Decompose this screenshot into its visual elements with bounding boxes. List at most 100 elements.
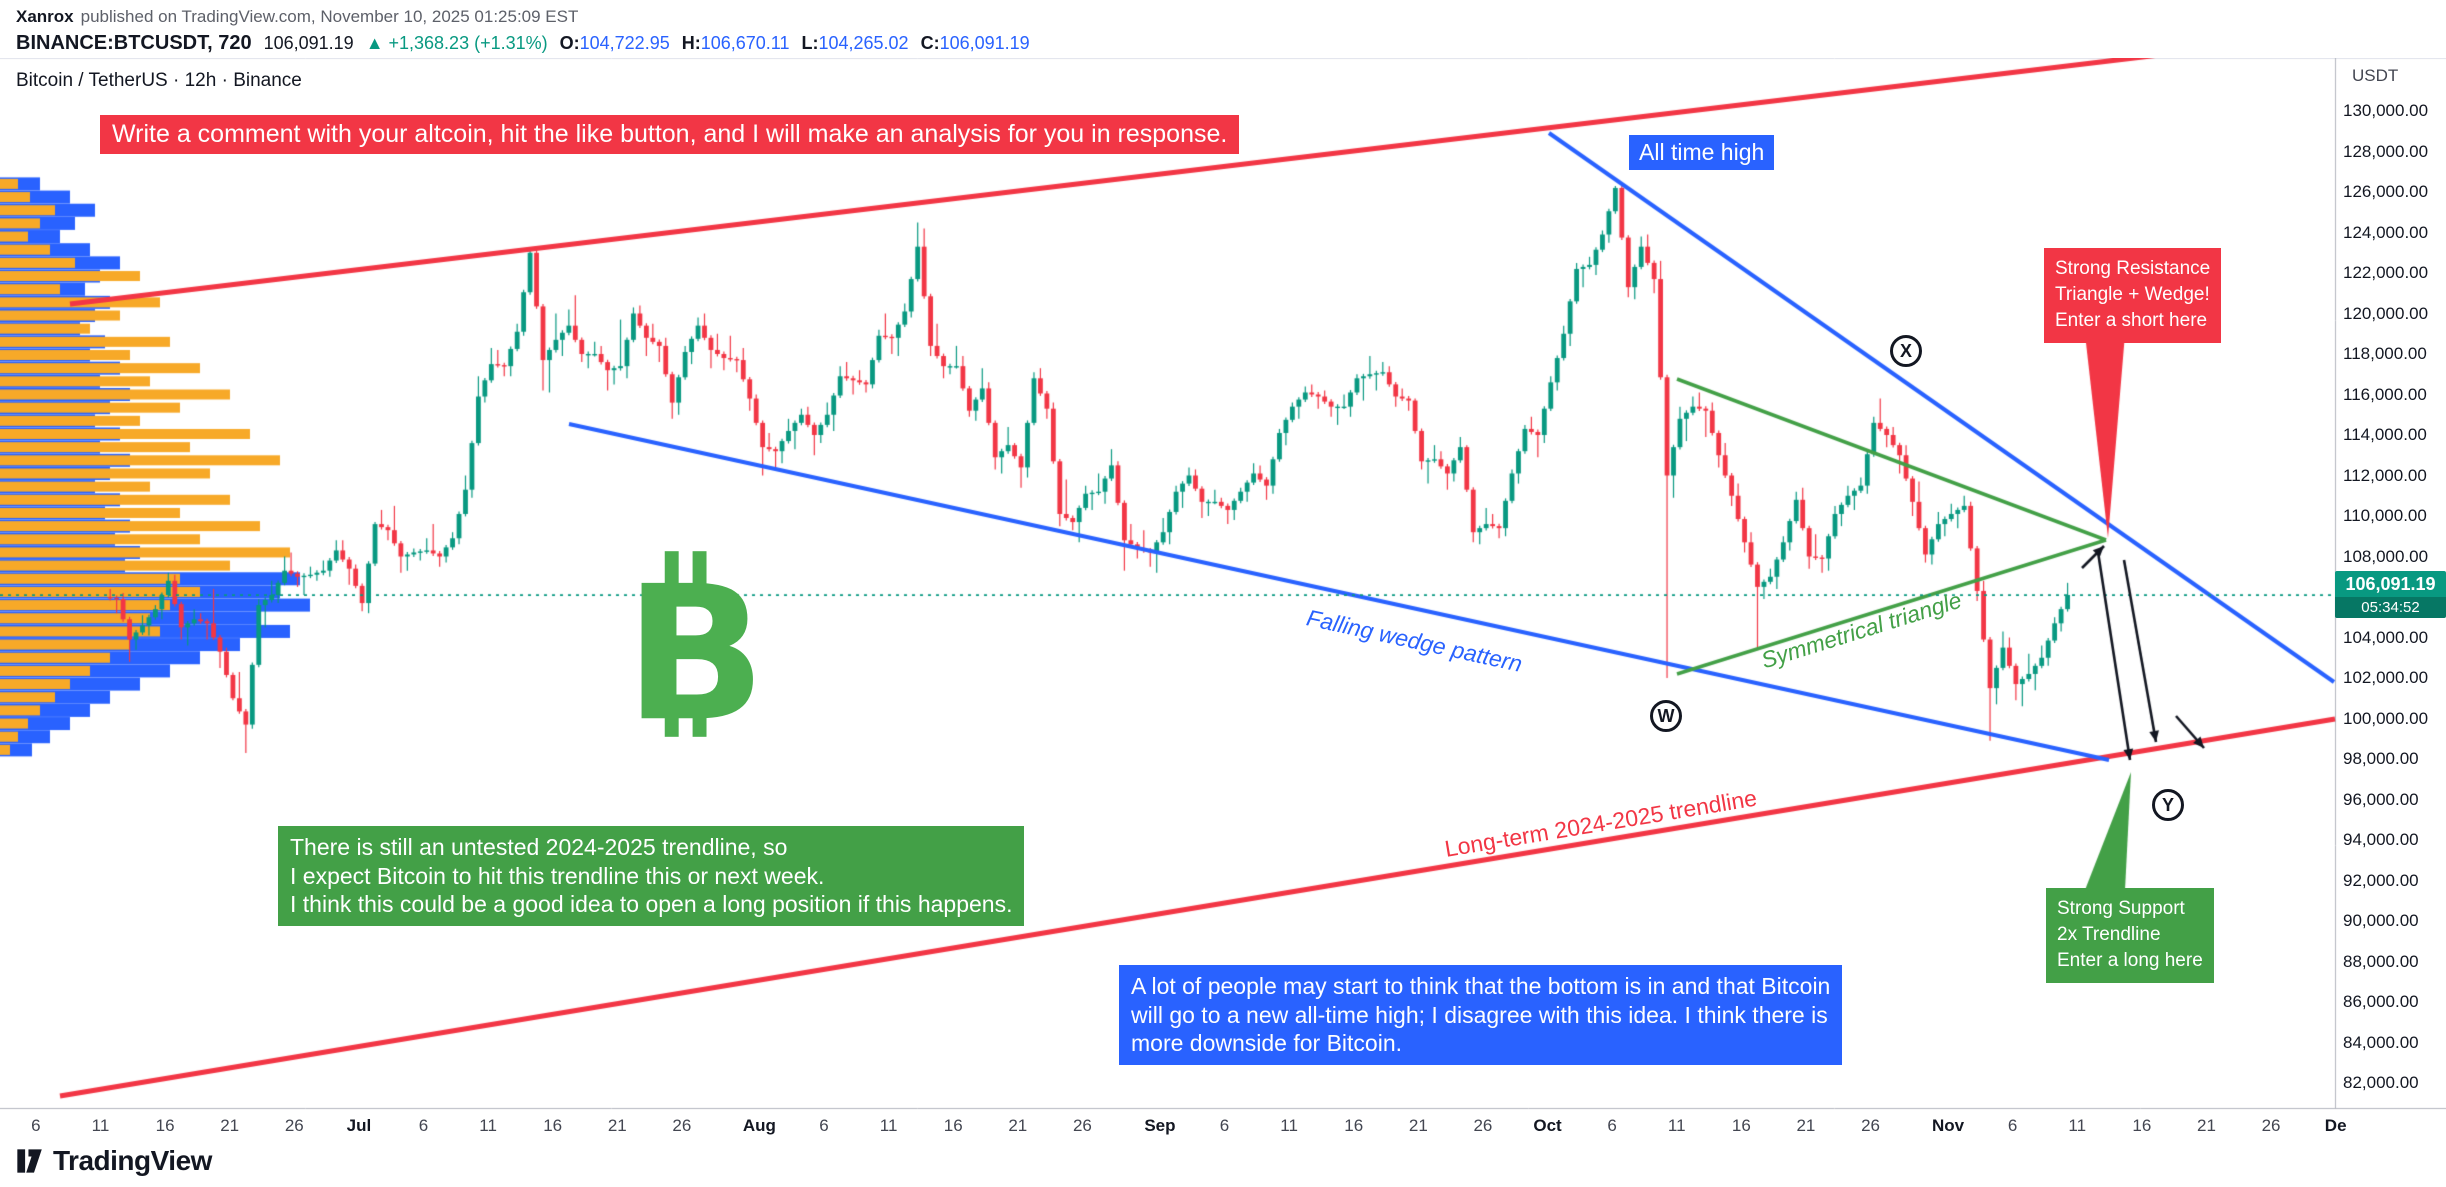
- time-axis-label: 26: [2261, 1116, 2281, 1135]
- support-callout[interactable]: Strong Support 2x Trendline Enter a long…: [2046, 888, 2214, 983]
- time-axis-label: 6: [819, 1116, 829, 1135]
- price-axis-label: 98,000.00: [2343, 749, 2419, 768]
- ohlc-close-label: C:: [920, 33, 940, 53]
- time-axis-label: 6: [2007, 1116, 2018, 1135]
- time-axis-label: 16: [1731, 1116, 1751, 1135]
- trendline-note[interactable]: There is still an untested 2024-2025 tre…: [278, 826, 1025, 926]
- note-line: more downside for Bitcoin.: [1131, 1030, 1403, 1057]
- time-axis-label: 11: [479, 1116, 497, 1135]
- time-axis-label: 21: [607, 1116, 627, 1135]
- time-axis[interactable]: 6 11 16 21 26 Jul 6 11 16 21 26 Aug 6 11 16 21 26 Sep 6 11 1…: [0, 1108, 2446, 1144]
- axis-currency-label: USDT: [2352, 66, 2399, 85]
- time-axis-label: 6: [1219, 1116, 1230, 1135]
- price-axis-label: 90,000.00: [2343, 911, 2419, 930]
- callout-line: Enter a long here: [2057, 950, 2203, 972]
- price-axis-label: 112,000.00: [2343, 465, 2427, 485]
- time-axis-label: 16: [543, 1116, 563, 1135]
- callout-line: Strong Support: [2057, 898, 2185, 919]
- ohlc-open-label: O:: [559, 33, 580, 53]
- callout-line: Strong Resistance: [2055, 258, 2211, 279]
- tradingview-mark-icon: [17, 1149, 42, 1173]
- current-price-badge: 106,091.19 05:34:52: [2335, 571, 2446, 619]
- note-line: I think this could be a good idea to ope…: [290, 891, 1013, 918]
- time-axis-label: Nov: [1931, 1116, 1965, 1135]
- callout-line: Enter a short here: [2055, 310, 2208, 332]
- bitcoin-logo: B: [625, 546, 766, 743]
- badge-countdown: 05:34:52: [2335, 597, 2446, 619]
- wave-label-x[interactable]: X: [1890, 335, 1922, 367]
- publish-info: published on TradingView.com, November 1…: [80, 7, 579, 26]
- attribution-line: Xanrox published on TradingView.com, Nove…: [16, 7, 2446, 27]
- time-axis-label: 26: [1072, 1116, 1092, 1135]
- time-axis-label: 21: [2196, 1116, 2216, 1135]
- badge-price: 106,091.19: [2345, 574, 2436, 595]
- price-axis-label: 100,000.00: [2343, 708, 2429, 728]
- ohlc-close-value: 106,091.19: [939, 33, 1030, 53]
- author-link[interactable]: Xanrox: [16, 7, 74, 26]
- price-axis-label: 92,000.00: [2343, 870, 2419, 890]
- ohlc-low-label: L:: [801, 33, 819, 53]
- symbol-title[interactable]: BINANCE:BTCUSDT, 720: [16, 32, 252, 54]
- time-axis-label: 6: [31, 1116, 41, 1135]
- tradingview-wordmark: TradingView: [53, 1145, 212, 1176]
- wave-label-w[interactable]: W: [1650, 700, 1682, 732]
- note-line: There is still an untested 2024-2025 tre…: [290, 834, 788, 860]
- time-axis-label: De: [2324, 1116, 2347, 1135]
- time-axis-label: 16: [1344, 1116, 1364, 1135]
- ohlc-high-value: 106,670.11: [700, 33, 790, 53]
- note-line: will go to a new all-time high; I disagr…: [1131, 1001, 1828, 1028]
- resistance-callout[interactable]: Strong Resistance Triangle + Wedge! Ente…: [2044, 248, 2222, 343]
- price-axis-label: 84,000.00: [2343, 1032, 2419, 1052]
- callout-line: 2x Trendline: [2057, 924, 2161, 946]
- time-axis-label: 11: [1280, 1116, 1298, 1135]
- symbol-line: BINANCE:BTCUSDT, 720 106,091.19 ▲ +1,368…: [16, 32, 2446, 55]
- svg-text:B: B: [625, 546, 766, 743]
- price-axis-label: 114,000.00: [2343, 425, 2427, 444]
- price-axis[interactable]: USDT 130,000.00 128,000.00 126,000.00 124,0…: [2335, 58, 2446, 1108]
- time-axis-label: Jul: [346, 1116, 372, 1135]
- note-line: I expect Bitcoin to hit this trendline t…: [290, 862, 825, 889]
- ohlc-open: O:104,722.95: [560, 33, 670, 54]
- price-axis-label: 126,000.00: [2343, 182, 2429, 201]
- comment-banner[interactable]: Write a comment with your altcoin, hit t…: [100, 115, 1240, 154]
- price-axis-label: 82,000.00: [2343, 1073, 2419, 1092]
- ohlc-open-value: 104,722.95: [579, 33, 670, 53]
- price-axis-label: 118,000.00: [2343, 344, 2427, 363]
- price-axis-label: 116,000.00: [2343, 384, 2427, 404]
- wave-label-y[interactable]: Y: [2152, 789, 2184, 821]
- time-axis-label: Sep: [1144, 1116, 1176, 1135]
- time-axis-label: 16: [2132, 1116, 2152, 1135]
- time-axis-label: 6: [418, 1116, 429, 1135]
- time-axis-label: 16: [155, 1116, 175, 1135]
- note-line: A lot of people may start to think that …: [1131, 973, 1831, 999]
- ohlc-low: L:104,265.02: [801, 33, 908, 54]
- price-axis-label: 102,000.00: [2343, 668, 2429, 687]
- price-axis-label: 122,000.00: [2343, 263, 2429, 282]
- time-axis-label: 21: [1408, 1116, 1428, 1135]
- price-axis-label: 96,000.00: [2343, 789, 2419, 809]
- ath-label[interactable]: All time high: [1629, 135, 1775, 170]
- ohlc-high: H:106,670.11: [682, 33, 790, 54]
- time-axis-label: 11: [1667, 1116, 1686, 1135]
- opinion-note[interactable]: A lot of people may start to think that …: [1119, 965, 1843, 1065]
- time-axis-label: 21: [1008, 1116, 1028, 1135]
- time-axis-label: 11: [2068, 1116, 2087, 1135]
- price-axis-label: 130,000.00: [2343, 101, 2429, 120]
- time-axis-label: 21: [220, 1116, 240, 1135]
- price-axis-label: 104,000.00: [2343, 627, 2429, 647]
- time-axis-label: 21: [1796, 1116, 1816, 1135]
- time-axis-label: 26: [1861, 1116, 1880, 1135]
- time-axis-label: Aug: [742, 1116, 776, 1135]
- time-axis-label: Oct: [1533, 1116, 1562, 1135]
- time-axis-label: 26: [672, 1116, 692, 1135]
- time-axis-label: 11: [879, 1116, 898, 1135]
- ohlc-high-label: H:: [681, 33, 701, 53]
- chart-legend[interactable]: Bitcoin / TetherUS · 12h · Binance: [16, 70, 302, 91]
- time-axis-label: 16: [943, 1116, 963, 1135]
- price-axis-label: 110,000.00: [2343, 506, 2427, 525]
- time-axis-label: 6: [1607, 1116, 1617, 1135]
- price-axis-label: 124,000.00: [2343, 222, 2429, 242]
- time-axis-label: 26: [284, 1116, 304, 1135]
- callout-line: Triangle + Wedge!: [2055, 284, 2210, 306]
- tradingview-logo[interactable]: TradingView: [14, 1145, 212, 1177]
